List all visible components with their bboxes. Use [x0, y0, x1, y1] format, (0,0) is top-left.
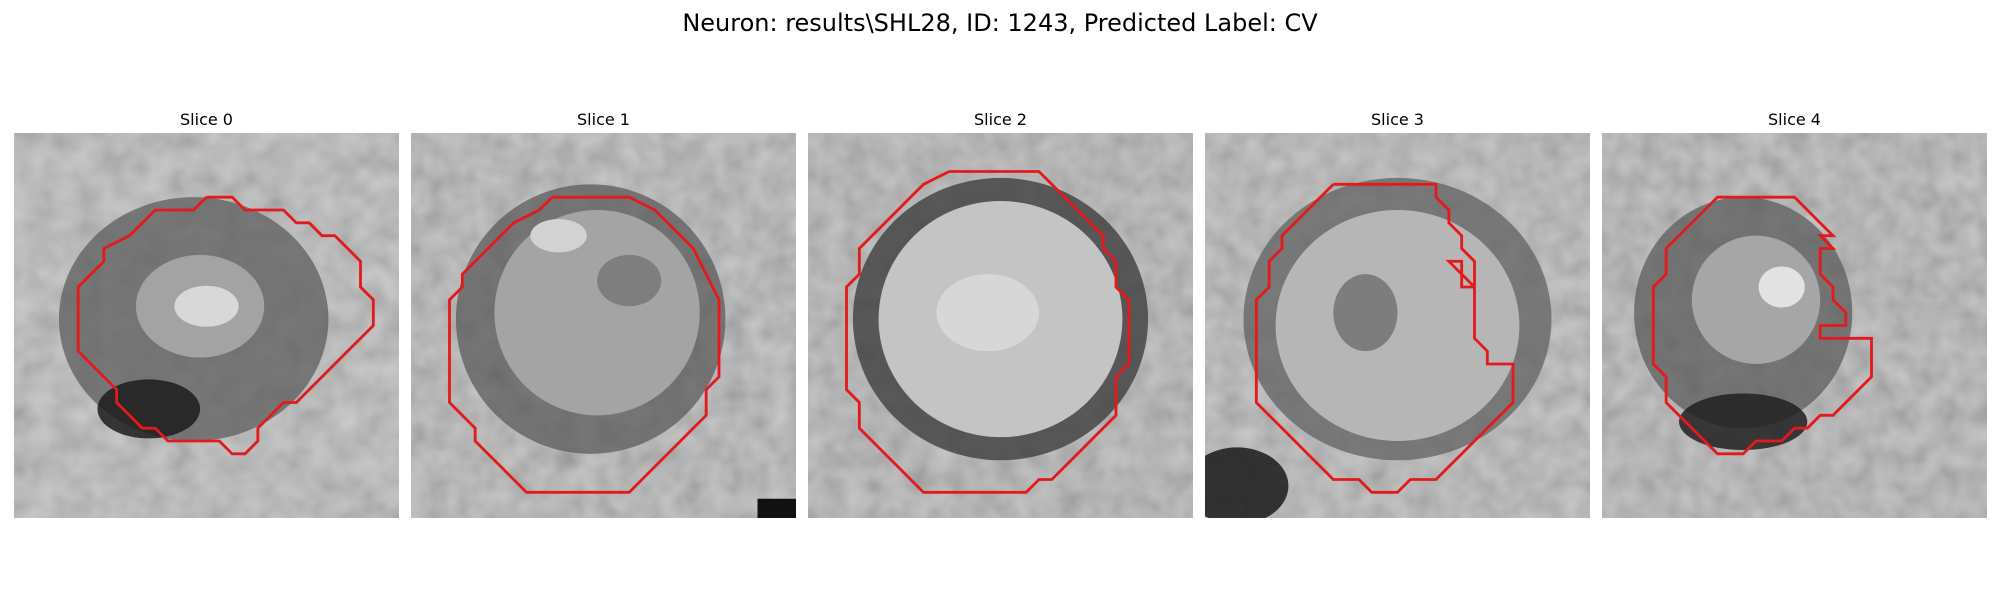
- slice-image: [808, 133, 1193, 518]
- segmentation-contour: [845, 170, 1131, 494]
- segmentation-contour: [76, 195, 375, 456]
- figure-title: Neuron: results\SHL28, ID: 1243, Predict…: [682, 9, 1318, 37]
- dark-region: [1333, 274, 1398, 352]
- bright-spot: [530, 218, 587, 253]
- slice-panel-3: Slice 3: [1205, 107, 1590, 518]
- bright-spot: [936, 274, 1039, 352]
- slice-image: [1205, 133, 1590, 518]
- dark-corner: [1205, 447, 1289, 518]
- slice-title: Slice 0: [180, 110, 233, 129]
- vesicle-core: [1691, 235, 1821, 364]
- dark-region: [97, 379, 201, 439]
- dark-corner: [757, 498, 796, 518]
- slice-title: Slice 3: [1371, 110, 1424, 129]
- slice-panel-1: Slice 1: [411, 107, 796, 518]
- vesicle-core: [1275, 210, 1520, 441]
- slice-panel-4: Slice 4: [1602, 107, 1987, 518]
- vesicle-core: [494, 210, 700, 416]
- slice-panel-0: Slice 0: [14, 107, 399, 518]
- slice-title: Slice 4: [1768, 110, 1821, 129]
- slice-image: [1602, 133, 1987, 518]
- slice-image: [14, 133, 399, 518]
- dark-region: [1679, 393, 1808, 450]
- bright-spot: [174, 285, 239, 327]
- segmentation-contour: [448, 195, 721, 494]
- segmentation-contour: [1651, 195, 1873, 456]
- segmentation-contour: [1254, 182, 1515, 494]
- dark-region: [597, 254, 662, 307]
- slice-panel-2: Slice 2: [808, 107, 1193, 518]
- slice-image: [411, 133, 796, 518]
- slice-title: Slice 2: [974, 110, 1027, 129]
- bright-spot: [1758, 266, 1805, 308]
- slice-title: Slice 1: [577, 110, 630, 129]
